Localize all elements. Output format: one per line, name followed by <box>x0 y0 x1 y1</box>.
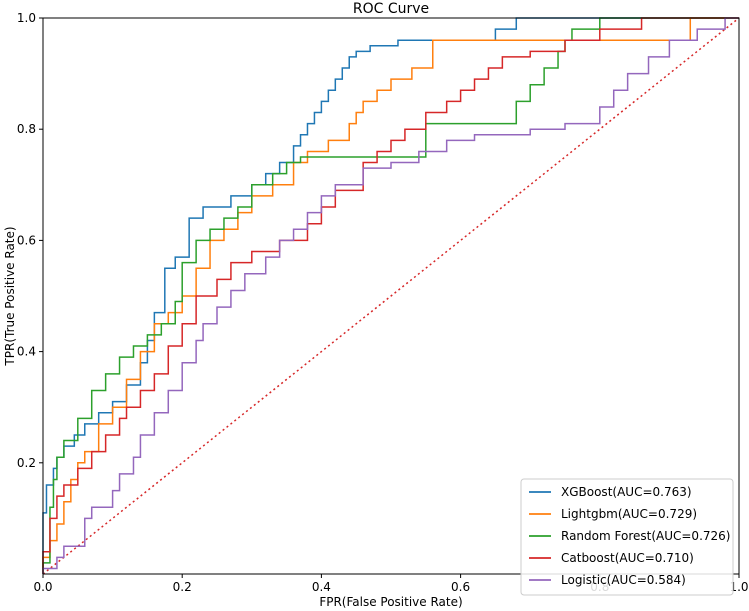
y-tick-label: 0.6 <box>17 233 36 247</box>
plot-area <box>42 17 740 575</box>
x-tick-label: 0.0 <box>33 580 52 594</box>
legend-label-2: Random Forest(AUC=0.726) <box>561 529 730 543</box>
y-axis-label: TPR(True Positive Rate) <box>3 226 17 366</box>
x-tick-label: 0.2 <box>173 580 192 594</box>
x-tick-label: 0.6 <box>451 580 470 594</box>
x-tick-label: 1.0 <box>729 580 748 594</box>
legend-label-1: Lightgbm(AUC=0.729) <box>561 507 697 521</box>
legend-label-3: Catboost(AUC=0.710) <box>561 551 694 565</box>
legend-label-0: XGBoost(AUC=0.763) <box>561 485 692 499</box>
axis-ticks: 0.00.20.40.60.81.00.20.40.60.81.0 <box>17 11 749 594</box>
axes-frame <box>42 17 740 575</box>
y-tick-label: 0.4 <box>17 345 36 359</box>
legend-label-4: Logistic(AUC=0.584) <box>561 573 686 587</box>
series-line-3 <box>42 17 739 574</box>
reference-diagonal-line <box>42 17 740 575</box>
y-tick-label: 1.0 <box>17 11 36 25</box>
series-line-4 <box>42 17 739 574</box>
y-tick-label: 0.2 <box>17 456 36 470</box>
x-axis-label: FPR(False Positive Rate) <box>319 595 462 609</box>
legend: XGBoost(AUC=0.763) Lightgbm(AUC=0.729) Ran… <box>520 478 734 596</box>
chart-title: ROC Curve <box>353 1 429 17</box>
x-tick-label: 0.4 <box>312 580 331 594</box>
series-line-1 <box>42 17 739 574</box>
series-line-2 <box>42 17 739 574</box>
legend-box <box>520 478 734 596</box>
y-tick-label: 0.8 <box>17 122 36 136</box>
